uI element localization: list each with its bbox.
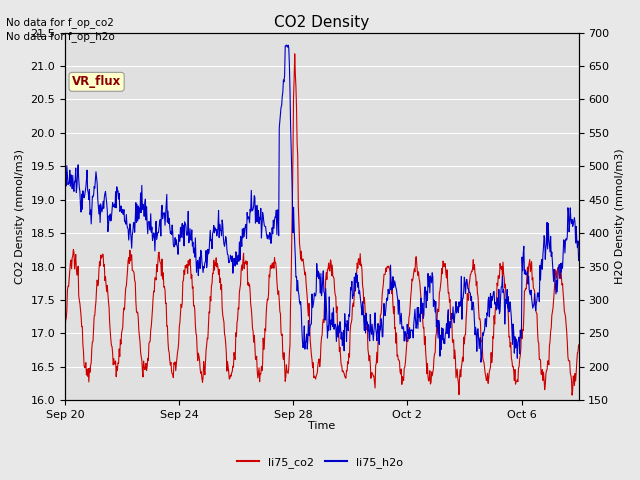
Legend: li75_co2, li75_h2o: li75_co2, li75_h2o	[232, 452, 408, 472]
li75_co2	[79, 348, 87, 354]
Line: li75_co2: li75_co2	[65, 54, 579, 395]
li75_co2	[575, 342, 582, 348]
li75_co2	[568, 392, 576, 398]
li75_h2o	[79, 192, 87, 197]
Text: No data for f_op_co2: No data for f_op_co2	[6, 17, 115, 28]
li75_co2	[353, 271, 360, 276]
li75_h2o	[353, 279, 360, 285]
li75_h2o	[283, 42, 291, 48]
li75_h2o	[575, 258, 582, 264]
li75_co2	[61, 328, 69, 334]
Text: VR_flux: VR_flux	[72, 75, 121, 88]
Y-axis label: CO2 Density (mmol/m3): CO2 Density (mmol/m3)	[15, 149, 25, 284]
Line: li75_h2o: li75_h2o	[65, 45, 579, 362]
li75_h2o	[477, 335, 484, 340]
li75_h2o	[61, 168, 69, 173]
li75_h2o	[477, 360, 485, 365]
li75_co2	[291, 51, 299, 57]
Y-axis label: H2O Density (mmol/m3): H2O Density (mmol/m3)	[615, 149, 625, 284]
li75_co2	[248, 314, 256, 320]
li75_co2	[182, 264, 189, 270]
li75_h2o	[275, 125, 283, 131]
li75_h2o	[182, 222, 189, 228]
li75_co2	[477, 319, 484, 325]
X-axis label: Time: Time	[308, 421, 335, 432]
Title: CO2 Density: CO2 Density	[274, 15, 369, 30]
li75_h2o	[248, 207, 256, 213]
Text: No data for f_op_h2o: No data for f_op_h2o	[6, 31, 115, 42]
li75_co2	[275, 299, 283, 305]
